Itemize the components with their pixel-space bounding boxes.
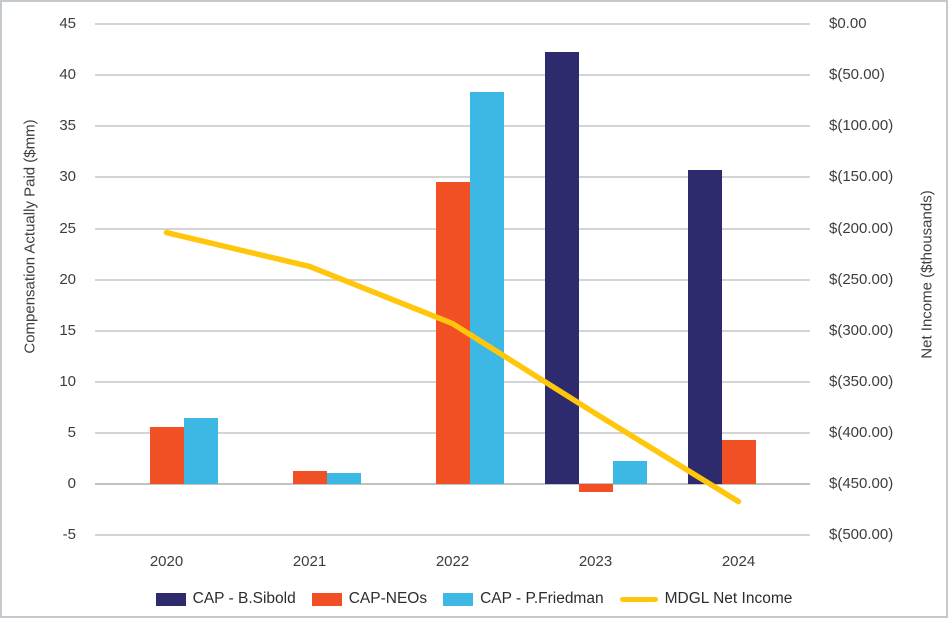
legend-item-cap-p-friedman: CAP - P.Friedman (443, 590, 604, 608)
gridline (95, 125, 810, 128)
right-axis-tick: $(200.00) (829, 219, 894, 237)
left-axis-tick: 5 (67, 424, 76, 441)
legend-label-cap-p-friedman: CAP - P.Friedman (480, 590, 604, 607)
right-axis-tick: $(300.00) (829, 321, 894, 339)
left-axis-tick: 35 (59, 117, 76, 135)
bar-cap-p-friedman-2022 (469, 91, 504, 485)
left-axis-tick: 0 (67, 475, 76, 493)
bar-cap-neos-2021 (292, 470, 327, 485)
left-axis-tick: 10 (59, 372, 76, 390)
right-axis-tick: $0.00 (829, 15, 867, 32)
right-axis-tick: $(250.00) (829, 270, 894, 288)
legend: CAP - B.Sibold CAP-NEOs CAP - P.Friedman MD… (2, 590, 946, 608)
bar-cap-p-friedman-2021 (326, 472, 361, 485)
bar-cap-b-sibold-2023 (544, 51, 579, 485)
legend-swatch-cap-neos (311, 592, 342, 606)
x-axis-label-2020: 2020 (149, 553, 184, 570)
legend-item-cap-neos: CAP-NEOs (311, 590, 428, 608)
right-axis-tick: $(400.00) (829, 424, 894, 441)
gridline (95, 176, 810, 179)
left-axis-tick: 25 (59, 219, 76, 237)
bar-cap-neos-2024 (721, 440, 756, 485)
x-axis-label-2024: 2024 (721, 553, 756, 570)
left-axis-tick: 20 (59, 270, 76, 288)
gridline (95, 23, 810, 25)
legend-swatch-cap-b-sibold (155, 592, 186, 606)
bar-cap-p-friedman-2023 (612, 460, 647, 485)
legend-swatch-cap-p-friedman (443, 592, 474, 606)
right-axis-tick: $(350.00) (829, 372, 894, 390)
gridline (95, 534, 810, 537)
left-axis-tick: 40 (59, 66, 76, 84)
x-axis-label-2022: 2022 (435, 553, 470, 570)
left-axis-tick: 15 (59, 321, 76, 339)
bar-cap-b-sibold-2024 (687, 170, 722, 485)
legend-line-mdgl-net-income (619, 596, 658, 602)
left-axis-tick: 45 (59, 15, 76, 32)
right-axis-tick: $(150.00) (829, 168, 894, 186)
right-axis-tick: $(450.00) (829, 475, 894, 493)
legend-label-cap-neos: CAP-NEOs (348, 590, 428, 607)
legend-item-cap-b-sibold: CAP - B.Sibold (155, 590, 296, 608)
bar-cap-p-friedman-2020 (183, 417, 218, 485)
x-axis-label-2021: 2021 (292, 553, 327, 570)
left-axis-tick: 30 (59, 168, 76, 186)
right-axis-tick: $(50.00) (829, 66, 885, 84)
bar-cap-neos-2023 (578, 484, 613, 493)
x-axis-label-2023: 2023 (578, 553, 613, 570)
right-axis-tick: $(500.00) (829, 526, 894, 544)
bar-cap-neos-2022 (435, 181, 470, 485)
right-axis-tick: $(100.00) (829, 117, 894, 135)
legend-item-mdgl-net-income: MDGL Net Income (619, 590, 793, 608)
bar-cap-neos-2020 (149, 426, 184, 485)
gridline (95, 74, 810, 77)
legend-label-mdgl-net-income: MDGL Net Income (664, 590, 793, 607)
left-axis-tick: -5 (62, 526, 76, 544)
legend-label-cap-b-sibold: CAP - B.Sibold (192, 590, 296, 607)
